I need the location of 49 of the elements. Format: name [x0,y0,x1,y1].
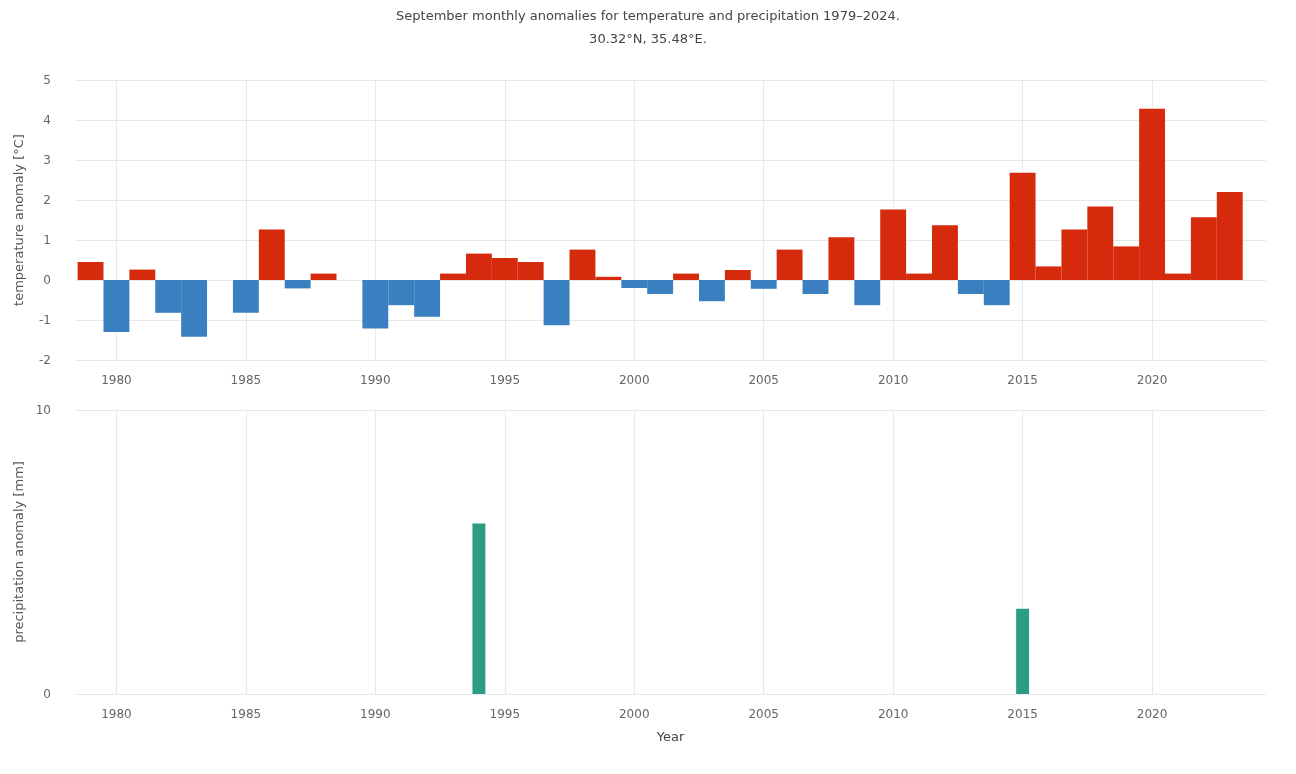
bar [543,280,570,326]
bar [77,262,104,280]
x-tick-label: 2015 [1007,373,1038,387]
bar [284,280,311,289]
y-tick-label: -1 [39,313,51,327]
x-axis-title: Year [655,729,685,744]
chart-subtitle: 30.32°N, 35.48°E. [589,31,707,46]
bar [854,280,881,306]
bar [750,280,777,289]
bar [776,249,803,280]
x-tick-label: 1995 [489,707,521,721]
y-axis-title: precipitation anomaly [mm] [10,461,26,643]
bar [232,280,259,313]
x-tick-label: 2010 [877,373,909,387]
bar [828,237,855,280]
y-tick-label: 10 [35,403,51,417]
bar [103,280,130,332]
y-axis-title: temperature anomaly [°C] [11,134,26,306]
x-tick-label: 1995 [489,373,521,387]
y-tick-label: 3 [43,153,51,167]
x-tick-label: 1980 [101,707,132,721]
x-tick-label: 2020 [1136,373,1168,387]
y-tick-label: -2 [39,353,51,367]
bar [673,273,699,280]
y-tick-label: 4 [43,113,51,127]
x-tick-label: 2005 [748,707,779,721]
y-tick-label: 2 [43,193,51,207]
x-tick-label: 2000 [618,373,650,387]
bar [698,280,725,302]
bar [310,273,337,280]
x-tick-label: 2000 [618,707,650,721]
x-tick-label: 2015 [1007,707,1038,721]
x-tick-label: 2020 [1136,707,1168,721]
chart-title: September monthly anomalies for temperature and precipitation 1979–2024. [396,8,900,23]
y-tick-label: 5 [43,73,51,87]
x-tick-label: 1990 [360,373,391,387]
y-tick-label: 0 [43,273,51,287]
x-tick-label: 2010 [877,707,909,721]
x-tick-label: 1990 [360,707,391,721]
bar [802,280,829,294]
x-tick-label: 1980 [101,373,132,387]
bar [724,270,751,280]
x-tick-label: 2005 [748,373,779,387]
y-tick-label: 1 [43,233,51,247]
bar [129,269,156,280]
x-tick-label: 1985 [230,707,262,721]
x-tick-label: 1985 [230,373,262,387]
y-tick-label: 0 [43,687,51,701]
bar [258,229,285,280]
